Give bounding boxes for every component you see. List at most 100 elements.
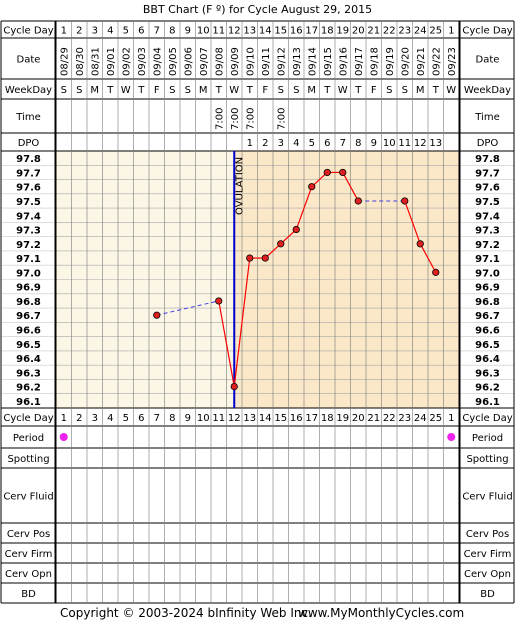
cerv-fluid-label: Cerv Fluid [3, 492, 53, 503]
temp-tick-label: 96.1 [475, 397, 500, 408]
period-label: Period [13, 433, 44, 444]
date-cell: 09/08 [214, 47, 225, 76]
temp-tick-label: 96.9 [16, 283, 41, 294]
period-dot [447, 433, 456, 441]
temp-line-segment [342, 172, 359, 202]
temp-tick-label: 97.2 [475, 240, 500, 251]
temp-line-segment [419, 243, 437, 273]
date-cell: 09/02 [121, 47, 132, 76]
temp-tick-label: 96.9 [475, 283, 500, 294]
dpo-cell: 4 [293, 138, 299, 149]
cycle-day-cell: 3 [92, 26, 98, 37]
cycle-day-cell: 2 [76, 413, 82, 424]
cycle-day-cell: 11 [212, 413, 225, 424]
date-cell: 09/17 [354, 47, 365, 76]
cycle-day-cell: 24 [414, 26, 427, 37]
bd-label: BD [480, 589, 495, 600]
cycle-day-cell: 7 [154, 26, 160, 37]
cerv-opn-label: Cerv Opn [464, 569, 511, 580]
date-cell: 09/21 [416, 47, 427, 76]
temp-tick-label: 97.5 [16, 197, 41, 208]
cycle-day-cell: 13 [243, 26, 256, 37]
temp-tick-label: 97.1 [475, 254, 500, 265]
chart-title: BBT Chart (F º) for Cycle August 29, 201… [143, 3, 372, 16]
weekday-cell: W [229, 85, 239, 96]
temp-tick-label: 96.5 [475, 340, 500, 351]
weekday-cell: S [402, 85, 408, 96]
temp-tick-label: 96.4 [475, 354, 500, 365]
cycle-day-cell: 14 [259, 26, 272, 37]
date-cell: 08/31 [90, 47, 101, 76]
temp-tick-label: 97.6 [475, 183, 500, 194]
weekday-cell: T [432, 85, 440, 96]
weekday-cell: S [169, 85, 175, 96]
weekday-cell: M [416, 85, 425, 96]
temp-tick-label: 96.7 [16, 311, 41, 322]
cycle-day-cell: 5 [123, 26, 129, 37]
bd-label: BD [21, 589, 36, 600]
dpo-cell: 9 [371, 138, 377, 149]
weekday-cell: M [90, 85, 99, 96]
cycle-day-cell: 1 [61, 413, 67, 424]
cycle-day-cell: 8 [169, 26, 175, 37]
temp-line-segment [218, 300, 235, 387]
cerv-firm-label: Cerv Firm [5, 549, 53, 560]
dpo-label: DPO [18, 138, 40, 149]
cycle-day-cell: 17 [305, 26, 318, 37]
weekday-label: WeekDay [5, 85, 52, 96]
temp-tick-label: 96.7 [475, 311, 500, 322]
weekday-cell: M [199, 85, 208, 96]
cycle-day-cell: 15 [274, 26, 287, 37]
temp-tick-label: 96.3 [16, 368, 41, 379]
temp-tick-label: 97.8 [475, 154, 500, 165]
weekday-cell: F [262, 85, 268, 96]
cycle-day-cell: 16 [290, 413, 303, 424]
cycle-day-cell: 25 [429, 26, 442, 37]
weekday-cell: W [338, 85, 348, 96]
date-cell: 09/14 [307, 47, 318, 76]
temp-tick-label: 96.6 [16, 325, 41, 336]
date-cell: 09/05 [168, 47, 179, 76]
temp-tick-label: 96.3 [475, 368, 500, 379]
date-cell: 09/23 [447, 47, 458, 76]
cycle-day-cell: 19 [336, 26, 349, 37]
weekday-cell: W [121, 85, 131, 96]
temp-point [153, 311, 161, 319]
cycle-day-cell: 18 [321, 413, 334, 424]
temp-tick-label: 97.0 [475, 268, 500, 279]
cycle-day-label: Cycle Day [462, 26, 512, 37]
dpo-cell: 6 [324, 138, 330, 149]
cycle-day-cell: 23 [398, 413, 411, 424]
dpo-cell: 2 [262, 138, 268, 149]
temp-tick-label: 97.1 [16, 254, 41, 265]
date-cell: 08/29 [59, 47, 70, 76]
time-label: Time [474, 112, 499, 123]
dpo-cell: 1 [247, 138, 253, 149]
weekday-cell: W [446, 85, 456, 96]
weekday-cell: M [307, 85, 316, 96]
temp-tick-label: 97.4 [475, 211, 500, 222]
spotting-label: Spotting [466, 454, 508, 465]
cycle-day-cell: 6 [138, 413, 144, 424]
cycle-day-cell: 22 [383, 413, 396, 424]
temp-point [416, 240, 424, 248]
cycle-day-cell: 21 [367, 413, 380, 424]
date-cell: 09/16 [338, 47, 349, 76]
date-cell: 09/09 [230, 47, 241, 76]
temp-point [261, 254, 269, 262]
weekday-cell: S [61, 85, 67, 96]
temp-line-segment [233, 258, 251, 387]
cycle-day-cell: 15 [274, 413, 287, 424]
weekday-cell: S [293, 85, 299, 96]
date-cell: 09/18 [369, 47, 380, 76]
temp-point [308, 183, 316, 191]
temp-tick-label: 97.7 [16, 168, 41, 179]
temp-tick-label: 96.2 [475, 383, 500, 394]
cycle-day-cell: 12 [228, 413, 241, 424]
weekday-cell: S [76, 85, 82, 96]
temp-tick-label: 96.8 [475, 297, 500, 308]
weekday-cell: T [215, 85, 223, 96]
date-cell: 09/13 [292, 47, 303, 76]
temp-point [354, 197, 362, 205]
temp-tick-label: 96.5 [16, 340, 41, 351]
